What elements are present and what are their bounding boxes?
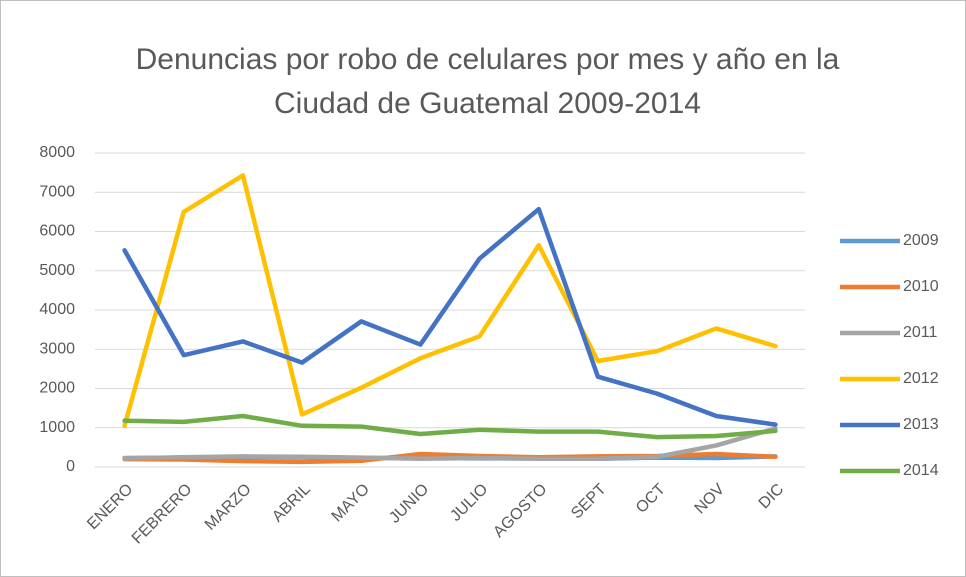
- y-tick-label: 2000: [39, 380, 75, 397]
- x-tick-label: JUNIO: [386, 481, 432, 527]
- x-tick-label: SEPT: [568, 481, 610, 523]
- legend-label: 2013: [903, 416, 939, 433]
- y-tick-label: 6000: [39, 223, 75, 240]
- y-tick-label: 5000: [39, 262, 75, 279]
- y-tick-label: 7000: [39, 183, 75, 200]
- legend-label: 2009: [903, 232, 939, 249]
- series-line: [122, 173, 778, 429]
- legend-label: 2014: [903, 462, 939, 479]
- legend-label: 2011: [903, 324, 938, 341]
- x-tick-label: OCT: [633, 481, 669, 517]
- x-tick-label: FEBRERO: [129, 481, 196, 548]
- x-tick-label: MAYO: [329, 481, 374, 526]
- y-tick-label: 1000: [39, 419, 75, 436]
- y-tick-label: 4000: [39, 301, 75, 318]
- legend-label: 2010: [903, 278, 939, 295]
- y-tick-label: 0: [66, 458, 75, 475]
- series-line: [122, 413, 778, 440]
- series-line: [122, 426, 778, 462]
- x-tick-label: JULIO: [447, 481, 491, 525]
- x-tick-label: MARZO: [202, 481, 255, 534]
- chart-title: Denuncias por robo de celulares por mes …: [135, 43, 840, 120]
- x-tick-label: NOV: [692, 481, 729, 518]
- y-tick-label: 8000: [39, 144, 75, 161]
- legend-label: 2012: [903, 370, 939, 387]
- x-tick-label: ABRIL: [269, 481, 314, 526]
- x-tick-label: ENERO: [84, 481, 136, 533]
- x-tick-label: DIC: [756, 481, 788, 513]
- y-tick-label: 3000: [39, 340, 75, 357]
- x-tick-label: AGOSTO: [490, 481, 550, 541]
- series-line: [122, 206, 778, 427]
